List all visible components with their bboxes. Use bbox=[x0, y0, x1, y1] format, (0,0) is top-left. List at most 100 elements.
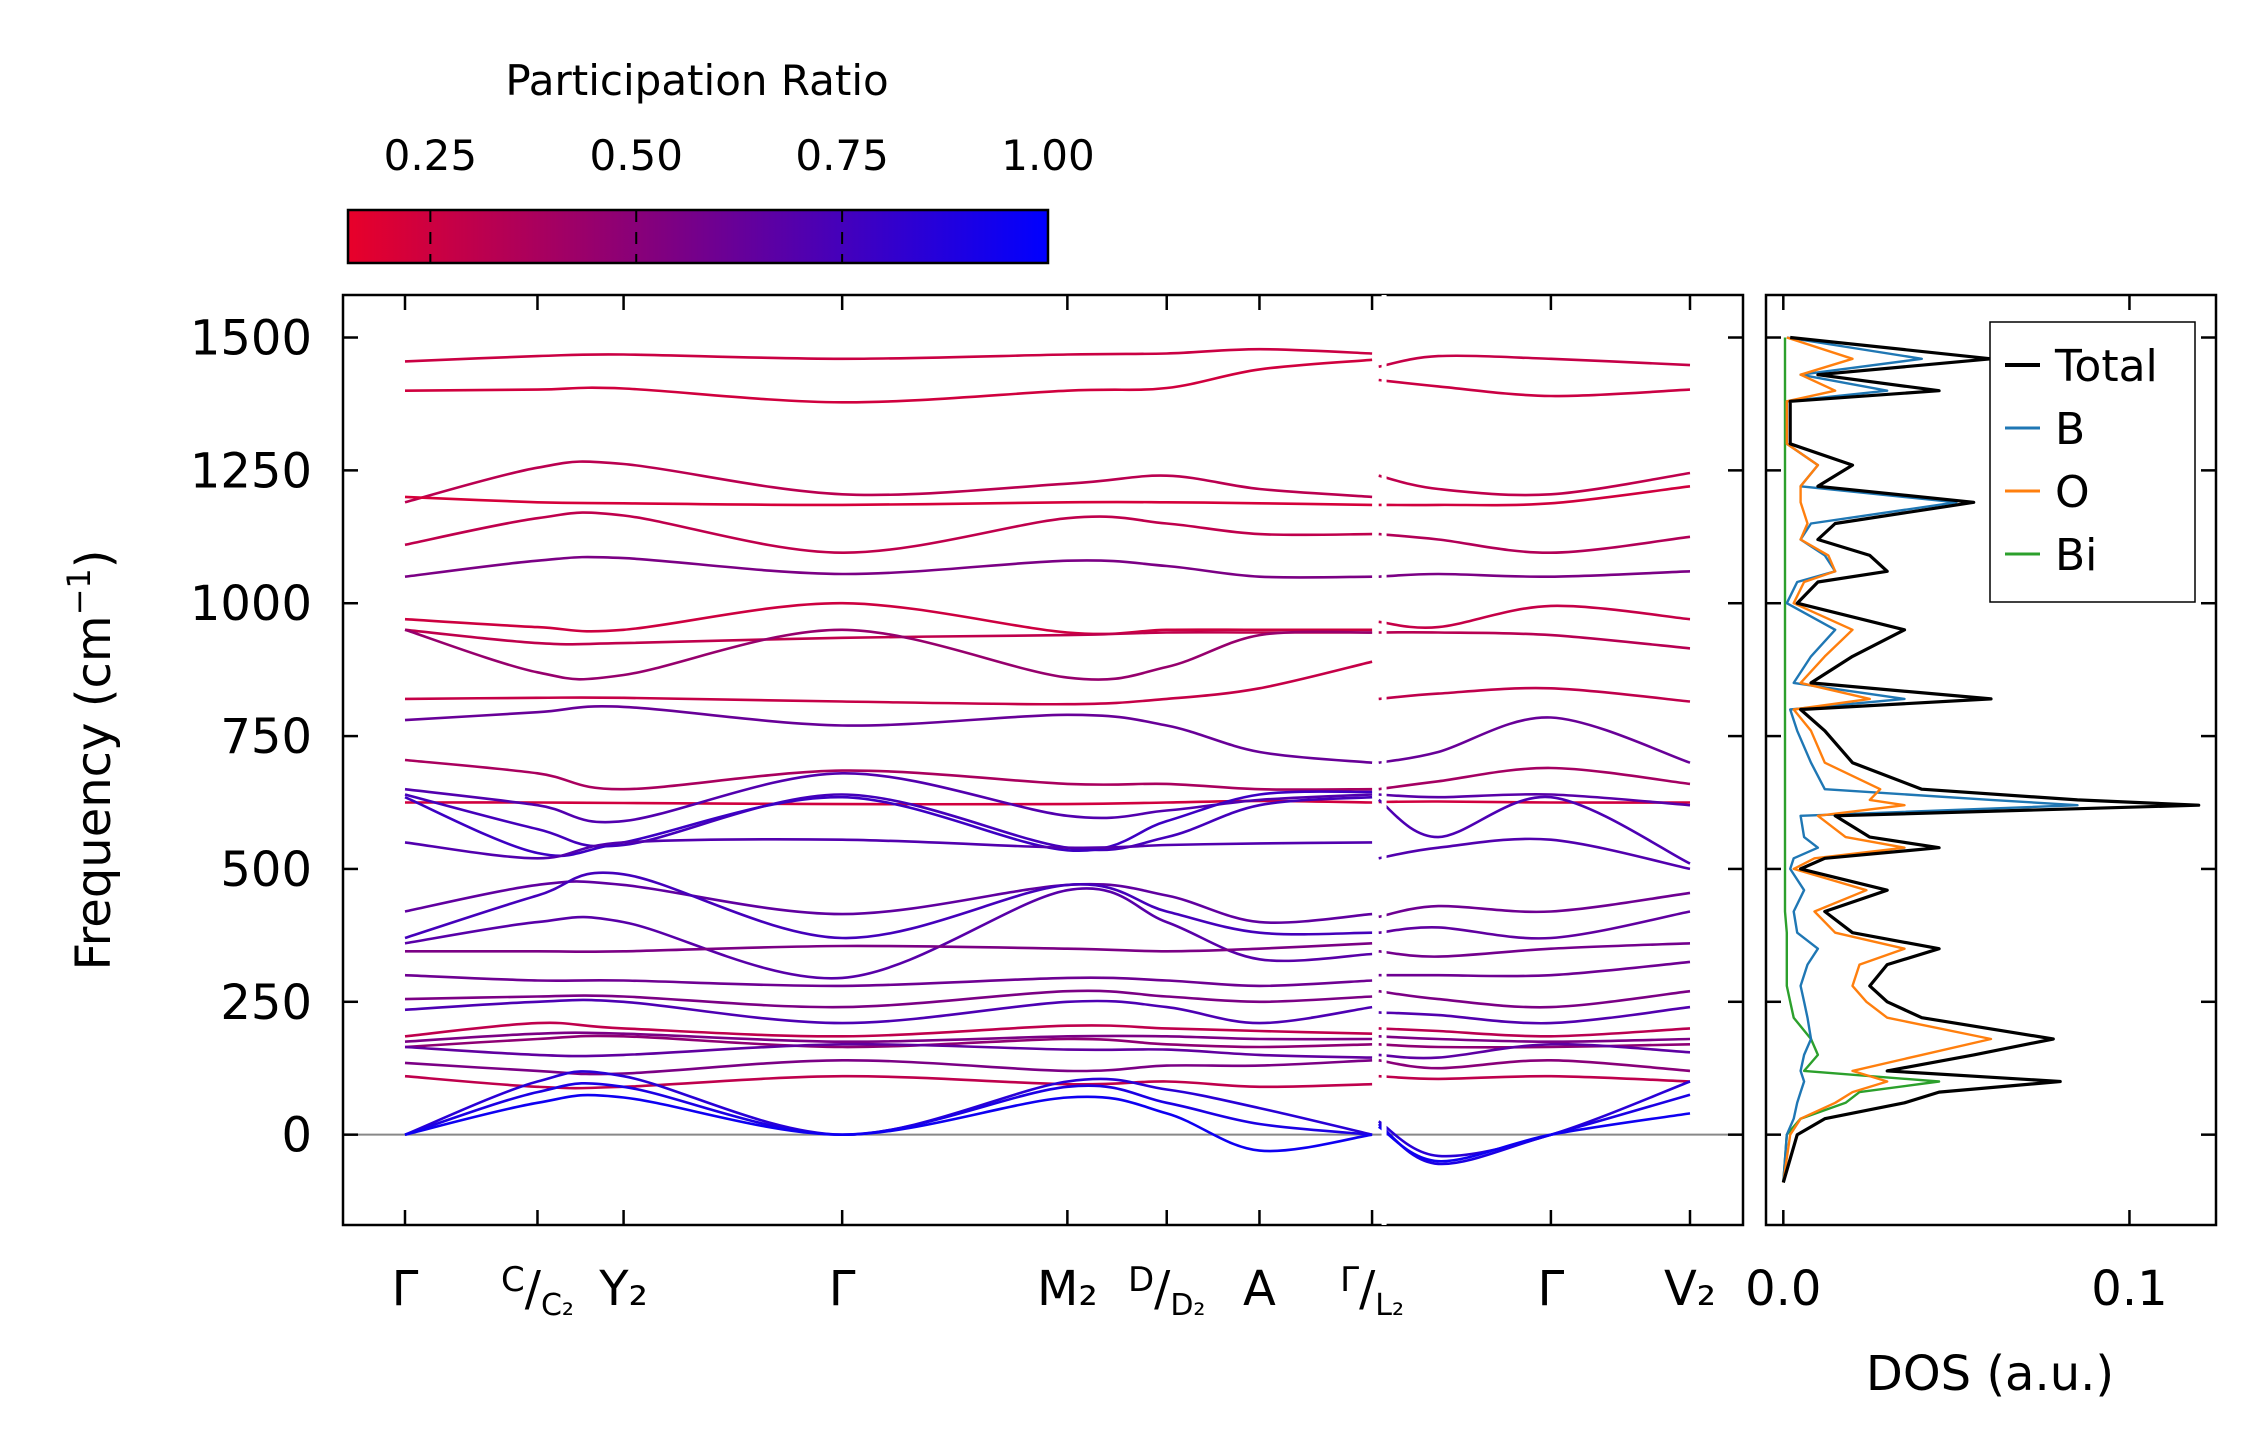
colorbar: Participation Ratio 0.25 0.50 0.75 1.00 bbox=[346, 56, 1095, 265]
kpoint-label-1: C/C₂ bbox=[501, 1260, 574, 1323]
band-line-23 bbox=[404, 989, 1373, 1009]
band-line-11 bbox=[404, 705, 1373, 764]
band-line-12 bbox=[404, 758, 1373, 791]
band-line-26 bbox=[404, 1031, 1373, 1044]
frequency-axis-label: Frequency (cm−1) bbox=[60, 549, 122, 970]
colorbar-gradient bbox=[346, 208, 1050, 265]
band-line-1 bbox=[404, 347, 1373, 363]
colorbar-tick-label-0: 0.25 bbox=[384, 131, 478, 180]
kpoint-label-4: M₂ bbox=[1037, 1261, 1098, 1317]
kpoint-label-2: Y₂ bbox=[598, 1261, 648, 1317]
band-line-seg2-30 bbox=[1377, 1112, 1691, 1163]
dos-line-b bbox=[1782, 336, 2079, 1183]
ytick-label-500: 500 bbox=[220, 842, 312, 898]
band-line-32 bbox=[404, 1082, 1373, 1137]
ytick-label-1500: 1500 bbox=[190, 311, 312, 367]
kpoint-label-6: A bbox=[1243, 1261, 1276, 1317]
dos-line-bi bbox=[1782, 337, 1941, 1183]
dos-xtick-label-1: 0.1 bbox=[2091, 1261, 2167, 1317]
band-line-seg2-7 bbox=[1378, 604, 1691, 629]
dos-axis-label: DOS (a.u.) bbox=[1866, 1346, 2114, 1402]
band-line-seg2-2 bbox=[1378, 378, 1691, 398]
ytick-label-250: 250 bbox=[220, 975, 312, 1031]
kpoint-label-slash: / bbox=[1154, 1261, 1171, 1317]
frequency-axis-label-text: Frequency (cm bbox=[66, 615, 122, 970]
dos-panel-frame bbox=[1764, 293, 2218, 1227]
band-line-seg2-15 bbox=[1378, 837, 1691, 871]
ytick-label-1250: 1250 bbox=[190, 443, 312, 499]
kpoint-label-9: V₂ bbox=[1664, 1261, 1716, 1317]
kpoint-label-sub: D₂ bbox=[1170, 1288, 1205, 1323]
band-line-30 bbox=[404, 1074, 1373, 1090]
band-line-21 bbox=[404, 942, 1373, 953]
band-line-8 bbox=[404, 628, 1373, 646]
colorbar-title: Participation Ratio bbox=[505, 56, 888, 105]
band-lines-segment-2 bbox=[1377, 354, 1691, 1166]
kpoint-label-5: D/D₂ bbox=[1128, 1260, 1206, 1323]
ytick-label-0: 0 bbox=[281, 1108, 312, 1164]
frequency-axis-label-tail: ) bbox=[66, 549, 122, 568]
dos-axis-ticks: 0.0 0.1 bbox=[1745, 295, 2216, 1317]
legend-label-b: B bbox=[2055, 404, 2085, 455]
band-line-6 bbox=[404, 555, 1373, 579]
band-line-10 bbox=[404, 660, 1373, 706]
band-line-seg2-22 bbox=[1378, 1027, 1691, 1038]
legend-items: Total BO Bi bbox=[2005, 341, 2158, 581]
band-line-seg2-20 bbox=[1378, 989, 1691, 1009]
band-line-28 bbox=[404, 1042, 1373, 1059]
band-line-seg2-25 bbox=[1378, 1042, 1691, 1060]
dos-legend: Total BO Bi bbox=[1989, 321, 2196, 603]
band-line-seg2-14 bbox=[1377, 795, 1691, 865]
band-line-seg2-9 bbox=[1378, 686, 1691, 703]
band-line-17 bbox=[404, 838, 1373, 860]
band-line-seg2-4 bbox=[1378, 485, 1691, 507]
ytick-label-750: 750 bbox=[220, 709, 312, 765]
band-line-14 bbox=[404, 771, 1373, 824]
band-line-29 bbox=[404, 1058, 1373, 1076]
band-line-seg2-16 bbox=[1378, 891, 1691, 919]
band-line-seg2-21 bbox=[1378, 1005, 1691, 1025]
band-line-seg2-13 bbox=[1378, 792, 1691, 807]
band-line-seg2-18 bbox=[1378, 942, 1691, 958]
band-line-seg2-10 bbox=[1378, 716, 1691, 764]
kpoint-label-slash: / bbox=[1359, 1261, 1376, 1317]
colorbar-tick-label-2: 0.75 bbox=[795, 131, 889, 180]
band-line-seg2-26 bbox=[1378, 1058, 1691, 1073]
band-line-2 bbox=[404, 358, 1373, 404]
legend-label-total: Total bbox=[2054, 341, 2158, 392]
band-line-22 bbox=[404, 973, 1373, 988]
band-line-18 bbox=[404, 880, 1373, 924]
band-line-7 bbox=[404, 601, 1373, 636]
colorbar-ticks bbox=[429, 210, 844, 263]
band-line-16 bbox=[404, 790, 1373, 858]
dos-line-o bbox=[1782, 336, 1993, 1183]
legend-label-o: O bbox=[2055, 467, 2090, 518]
band-lines-segment-1 bbox=[404, 347, 1373, 1153]
kpoint-label-pre: C bbox=[501, 1260, 525, 1300]
frequency-axis-label-sup: −1 bbox=[60, 568, 98, 615]
band-line-seg2-1 bbox=[1378, 354, 1691, 368]
dos-xtick-label-0: 0.0 bbox=[1745, 1261, 1821, 1317]
band-line-seg2-11 bbox=[1378, 766, 1691, 791]
band-panel-frame bbox=[341, 293, 1745, 1227]
band-line-19 bbox=[404, 871, 1373, 940]
band-line-15 bbox=[404, 793, 1373, 852]
band-line-seg2-5 bbox=[1378, 532, 1691, 555]
kpoint-label-8: Γ bbox=[1538, 1261, 1565, 1317]
kpoint-label-3: Γ bbox=[829, 1261, 856, 1317]
band-line-9 bbox=[404, 628, 1373, 681]
colorbar-tick-labels: 0.25 0.50 0.75 1.00 bbox=[384, 131, 1095, 180]
kpoint-label-7: Γ/L₂ bbox=[1340, 1260, 1404, 1323]
band-line-20 bbox=[404, 887, 1373, 980]
dos-panel: 0.0 0.1 DOS (a.u.) Total BO Bi bbox=[1745, 293, 2218, 1402]
kpoint-label-sub: C₂ bbox=[541, 1288, 574, 1323]
band-line-seg2-27 bbox=[1378, 1074, 1691, 1083]
band-line-5 bbox=[404, 511, 1373, 555]
band-line-31 bbox=[404, 1070, 1373, 1137]
kpoint-axis-ticks: Γ C/C₂ Y₂ Γ M₂ D/D₂ A Γ/L₂ Γ V₂ bbox=[392, 295, 1716, 1323]
band-line-3 bbox=[404, 460, 1373, 504]
band-line-seg2-17 bbox=[1378, 910, 1691, 940]
kpoint-label-pre: Γ bbox=[1340, 1260, 1359, 1300]
band-line-24 bbox=[404, 998, 1373, 1025]
